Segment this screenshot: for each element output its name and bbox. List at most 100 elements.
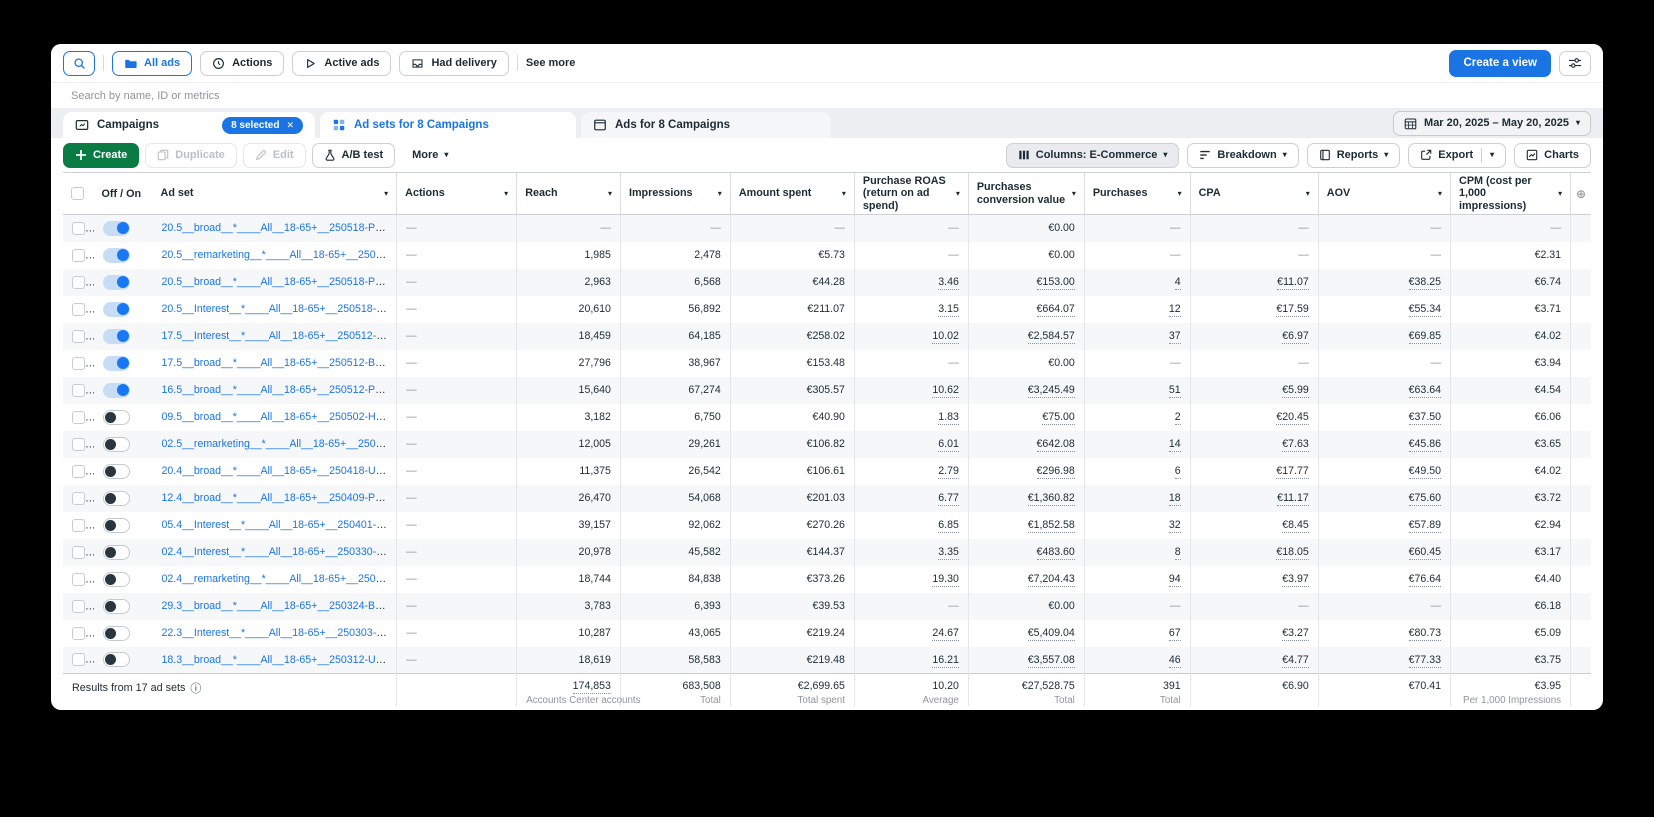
row-toggle[interactable] (102, 490, 130, 506)
row-checkbox[interactable] (72, 572, 85, 586)
create-button[interactable]: Create (63, 142, 140, 168)
row-toggle[interactable] (102, 625, 130, 641)
sort-caret-icon[interactable]: ▾ (1177, 188, 1182, 198)
sort-caret-icon[interactable]: ▾ (1438, 188, 1443, 198)
adset-name-link[interactable]: 12.4__broad__*____All__18-65+__250409-PS… (161, 492, 397, 505)
row-checkbox[interactable] (72, 491, 85, 505)
row-toggle[interactable] (102, 571, 130, 587)
adset-name-link[interactable]: 20.5__Interest__*____All__18-65+__250518… (161, 303, 397, 316)
see-more-link[interactable]: See more (525, 57, 576, 69)
tab-campaigns[interactable]: Campaigns 8 selected ✕ (63, 112, 315, 138)
create-view-button[interactable]: Create a view (1449, 49, 1551, 77)
filter-actions[interactable]: Actions (200, 50, 285, 76)
adset-name-link[interactable]: 20.5__remarketing__*____All__18-65+__250… (161, 249, 397, 262)
sort-caret-icon[interactable]: ▾ (717, 188, 722, 198)
row-checkbox[interactable] (72, 302, 85, 316)
adset-name-link[interactable]: 16.5__broad__*____All__18-65+__250512-PS… (161, 384, 397, 397)
col-header-roas[interactable]: Purchase ROAS (return on ad spend) ▾ (853, 171, 969, 216)
row-toggle[interactable] (102, 409, 130, 425)
row-toggle[interactable] (102, 382, 130, 398)
row-checkbox[interactable] (72, 275, 85, 289)
row-toggle[interactable] (102, 544, 130, 560)
adset-name-link[interactable]: 29.3__broad__*____All__18-65+__250324-BA… (161, 600, 397, 613)
add-column-button[interactable]: ⊕ (1570, 171, 1591, 216)
row-checkbox[interactable] (72, 329, 85, 343)
close-icon[interactable]: ✕ (286, 119, 294, 130)
adset-name-link[interactable]: 02.4__Interest__*____All__18-65+__250330… (161, 546, 397, 559)
col-header-adset[interactable]: Ad set ▾ (152, 171, 397, 216)
row-toggle[interactable] (102, 328, 130, 344)
select-all-checkbox[interactable] (71, 187, 84, 201)
adset-name-link[interactable]: 20.5__broad__*____All__18-65+__250518-PS… (161, 222, 397, 235)
col-header-purchases[interactable]: Purchases ▾ (1083, 171, 1191, 216)
adset-name-link[interactable]: 20.4__broad__*____All__18-65+__250418-UG… (161, 465, 397, 478)
export-button[interactable]: Export ▾ (1408, 142, 1507, 168)
adset-name-link[interactable]: 09.5__broad__*____All__18-65+__250502-HD… (161, 411, 397, 424)
chevron-down-icon[interactable]: ▾ (1490, 150, 1495, 159)
more-button[interactable]: More ▾ (401, 143, 459, 168)
row-toggle[interactable] (102, 598, 130, 614)
row-checkbox[interactable] (72, 464, 85, 478)
columns-button[interactable]: Columns: E-Commerce ▾ (1005, 142, 1180, 168)
row-checkbox[interactable] (72, 383, 85, 397)
row-toggle[interactable] (102, 652, 130, 668)
footer-reach-value[interactable]: 174,853 (572, 680, 611, 695)
charts-button[interactable]: Charts (1514, 142, 1591, 168)
sort-caret-icon[interactable]: ▾ (1071, 188, 1076, 198)
duplicate-button[interactable]: Duplicate (145, 142, 237, 168)
row-toggle[interactable] (102, 355, 130, 371)
adset-name-link[interactable]: 02.4__remarketing__*____All__18-65+__250… (161, 573, 397, 586)
search-input[interactable] (71, 89, 1583, 102)
col-header-spent[interactable]: Amount spent ▾ (729, 171, 855, 216)
selected-count-badge[interactable]: 8 selected ✕ (222, 116, 303, 134)
row-toggle[interactable] (102, 220, 130, 236)
sort-caret-icon[interactable]: ▾ (955, 188, 960, 198)
col-header-actions[interactable]: Actions ▾ (396, 171, 517, 216)
row-toggle[interactable] (102, 301, 130, 317)
row-checkbox[interactable] (72, 221, 85, 235)
filter-active-ads[interactable]: Active ads (292, 50, 392, 76)
sort-caret-icon[interactable]: ▾ (1558, 188, 1563, 198)
row-toggle[interactable] (102, 463, 130, 479)
row-toggle[interactable] (102, 247, 130, 263)
breakdown-button[interactable]: Breakdown ▾ (1187, 142, 1299, 168)
adset-name-link[interactable]: 05.4__Interest__*____All__18-65+__250401… (161, 519, 397, 532)
adset-name-link[interactable]: 17.5__Interest__*____All__18-65+__250512… (161, 330, 397, 343)
row-toggle[interactable] (102, 517, 130, 533)
sort-caret-icon[interactable]: ▾ (607, 188, 612, 198)
sort-caret-icon[interactable]: ▾ (384, 188, 389, 198)
adset-name-link[interactable]: 20.5__broad__*____All__18-65+__250518-PS… (161, 276, 397, 289)
adset-name-link[interactable]: 17.5__broad__*____All__18-65+__250512-BA… (161, 357, 397, 370)
sort-caret-icon[interactable]: ▾ (841, 188, 846, 198)
edit-button[interactable]: Edit (242, 142, 306, 168)
col-header-reach[interactable]: Reach ▾ (516, 171, 621, 216)
search-filter-button[interactable] (63, 50, 95, 76)
tab-adsets[interactable]: Ad sets for 8 Campaigns (320, 112, 576, 138)
col-header-cpm[interactable]: CPM (cost per 1,000 impressions) ▾ (1450, 171, 1571, 216)
col-header-cpa[interactable]: CPA ▾ (1189, 171, 1319, 216)
reports-button[interactable]: Reports ▾ (1306, 142, 1401, 168)
ab-test-button[interactable]: A/B test (311, 142, 396, 168)
row-checkbox[interactable] (72, 653, 85, 667)
col-header-aov[interactable]: AOV ▾ (1317, 171, 1451, 216)
row-checkbox[interactable] (72, 410, 85, 424)
tab-ads[interactable]: Ads for 8 Campaigns (581, 112, 831, 138)
row-checkbox[interactable] (72, 248, 85, 262)
row-checkbox[interactable] (72, 599, 85, 613)
row-checkbox[interactable] (72, 356, 85, 370)
view-settings-button[interactable] (1559, 50, 1591, 76)
row-checkbox[interactable] (72, 518, 85, 532)
row-toggle[interactable] (102, 436, 130, 452)
adset-name-link[interactable]: 22.3__Interest__*____All__18-65+__250303… (161, 627, 397, 640)
adset-name-link[interactable]: 02.5__remarketing__*____All__18-65+__250… (161, 438, 397, 451)
col-header-conv[interactable]: Purchases conversion value ▾ (967, 171, 1085, 216)
date-range-button[interactable]: Mar 20, 2025 – May 20, 2025 ▾ (1393, 110, 1591, 136)
filter-had-delivery[interactable]: Had delivery (399, 50, 509, 76)
row-checkbox[interactable] (72, 437, 85, 451)
sort-caret-icon[interactable]: ▾ (1305, 188, 1310, 198)
adset-name-link[interactable]: 18.3__broad__*____All__18-65+__250312-UT… (161, 653, 397, 666)
row-checkbox[interactable] (72, 545, 85, 559)
filter-all-ads[interactable]: All ads (112, 50, 193, 76)
sort-caret-icon[interactable]: ▾ (504, 188, 509, 198)
row-toggle[interactable] (102, 274, 130, 290)
